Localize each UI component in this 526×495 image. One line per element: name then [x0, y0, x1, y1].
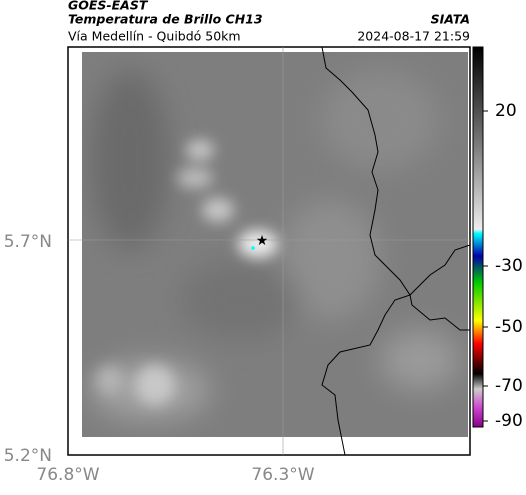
location-marker: ★	[256, 233, 269, 249]
lat-label: 5.7°N	[4, 232, 52, 252]
map-frame	[67, 46, 471, 456]
border	[409, 294, 470, 331]
colorbar-tick-label: 20	[495, 101, 517, 121]
region: Vía Medellín - Quibdó 50km	[68, 29, 241, 44]
colorbar-tick-label: -90	[495, 411, 523, 431]
colorbar-tick-label: -50	[495, 317, 523, 337]
location-point	[251, 246, 255, 250]
border	[409, 244, 471, 296]
source: GOES-EAST	[68, 0, 149, 13]
agency: SIATA	[431, 12, 470, 27]
colorbar	[472, 46, 484, 428]
colorbar-tick-label: -30	[495, 256, 523, 276]
border	[321, 46, 411, 456]
satellite-image	[82, 52, 468, 437]
lat-label: 5.2°N	[4, 446, 52, 466]
colorbar-tick-label: -70	[495, 376, 523, 396]
lon-label: 76.3°W	[251, 465, 314, 485]
lon-label: 76.8°W	[36, 465, 99, 485]
product: Temperatura de Brillo CH13	[68, 12, 263, 27]
datetime: 2024-08-17 21:59	[357, 29, 470, 44]
